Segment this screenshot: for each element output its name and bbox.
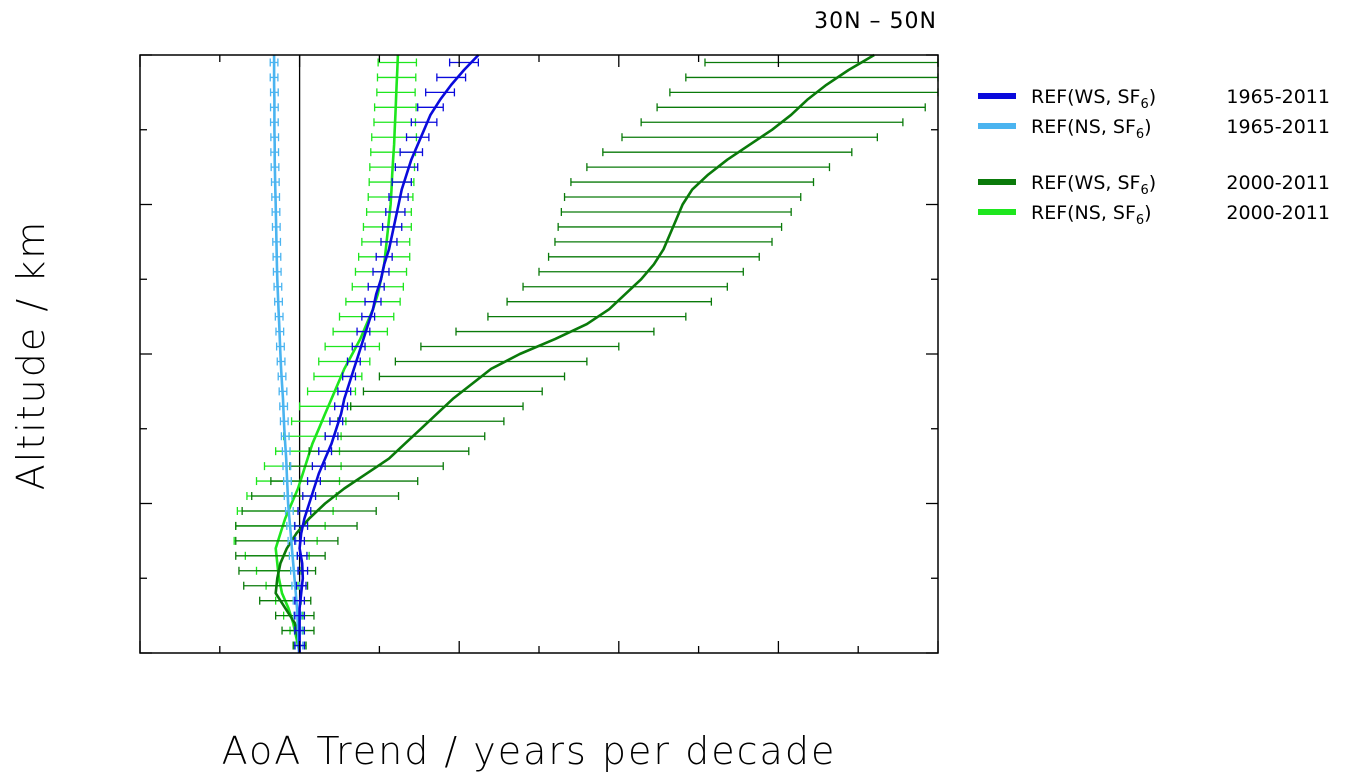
legend-label-main: REF(NS, SF bbox=[1031, 116, 1136, 138]
axes-layer bbox=[139, 54, 939, 654]
legend-period-ws_short: 2000-2011 bbox=[1226, 172, 1330, 194]
legend-label-main: REF(NS, SF bbox=[1031, 202, 1136, 224]
series-layer bbox=[233, 53, 939, 654]
legend-label-close: ) bbox=[1144, 202, 1151, 224]
legend-label-ns_short: REF(NS, SF6) bbox=[1031, 202, 1152, 228]
legend-label-ns_long: REF(NS, SF6) bbox=[1031, 116, 1152, 142]
series-line-ns_short bbox=[274, 54, 400, 654]
legend-period-ws_long: 1965-2011 bbox=[1226, 86, 1330, 108]
legend-period-ns_long: 1965-2011 bbox=[1226, 116, 1330, 138]
legend-label-close: ) bbox=[1144, 116, 1151, 138]
legend-label-main: REF(WS, SF bbox=[1031, 86, 1140, 108]
chart-title: 30N – 50N bbox=[814, 9, 937, 34]
legend-label-ws_long: REF(WS, SF6) bbox=[1031, 86, 1156, 112]
legend-label-subscript: 6 bbox=[1136, 127, 1144, 142]
series-line-ws_short bbox=[274, 53, 875, 654]
series-ns_short bbox=[233, 54, 418, 654]
legend-label-ws_short: REF(WS, SF6) bbox=[1031, 172, 1156, 198]
legend-label-subscript: 6 bbox=[1136, 213, 1144, 228]
legend-label-close: ) bbox=[1149, 86, 1156, 108]
series-ns_long bbox=[269, 55, 304, 654]
series-ws_long bbox=[294, 54, 480, 653]
legend-period-ns_short: 2000-2011 bbox=[1226, 202, 1330, 224]
legend-label-main: REF(WS, SF bbox=[1031, 172, 1140, 194]
legend-label-subscript: 6 bbox=[1140, 183, 1148, 198]
series-line-ws_long bbox=[298, 54, 480, 653]
legend-label-subscript: 6 bbox=[1140, 97, 1148, 112]
y-axis-title: Altitude / km bbox=[9, 220, 53, 490]
series-line-ns_long bbox=[272, 55, 301, 654]
legend-label-close: ) bbox=[1149, 172, 1156, 194]
x-axis-title: AoA Trend / years per decade bbox=[222, 729, 837, 773]
series-ws_short bbox=[235, 53, 939, 654]
plot-frame bbox=[139, 54, 939, 654]
